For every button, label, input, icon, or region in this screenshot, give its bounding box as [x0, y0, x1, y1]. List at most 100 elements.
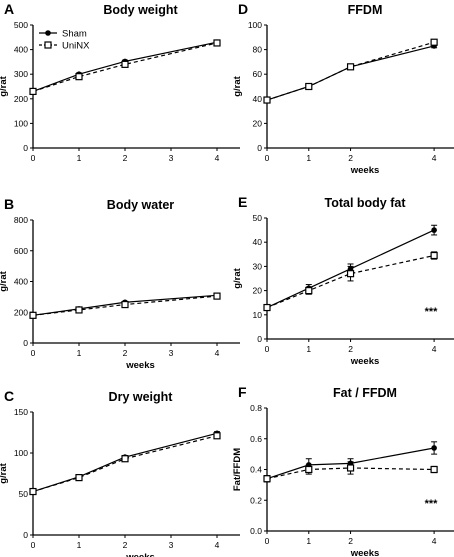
x-tick-label: 4: [215, 540, 220, 550]
x-tick-label: 3: [169, 540, 174, 550]
x-axis-label: weeks: [350, 548, 380, 557]
y-tick-label: 200: [14, 94, 28, 104]
y-tick-label: 300: [14, 69, 28, 79]
y-tick-label: 0.0: [250, 526, 262, 536]
data-point-uninx: [75, 474, 83, 482]
y-axis-label: g/rat: [232, 267, 243, 288]
data-point-uninx: [430, 251, 438, 260]
y-tick-label: 400: [14, 277, 28, 287]
y-tick-label: 0: [257, 143, 262, 153]
series-line-uninx: [32, 295, 218, 316]
panel-title: FFDM: [348, 3, 383, 17]
series-line-uninx: [266, 254, 435, 309]
panel-letter: E: [238, 194, 247, 210]
legend-label: UniNX: [62, 41, 90, 52]
series-line-uninx: [32, 435, 218, 493]
data-point-uninx: [430, 465, 438, 474]
y-tick-label: 0.6: [250, 434, 262, 444]
x-tick-label: 1: [306, 344, 311, 354]
data-point-uninx: [346, 270, 355, 278]
x-tick-label: 1: [77, 153, 82, 163]
panel-letter: F: [238, 384, 247, 400]
y-axis-label: Fat/FFDM: [232, 448, 243, 491]
y-tick-label: 0: [23, 530, 28, 540]
legend-marker: [44, 41, 52, 49]
legend-marker: [45, 30, 51, 36]
panel-a: A Body weight 0 100 200 300 400 500 0 1 2 3 4 g/rat Sh…: [0, 1, 240, 163]
data-point-uninx: [29, 87, 37, 96]
y-tick-label: 0.4: [250, 465, 262, 475]
x-tick-label: 0: [31, 540, 36, 550]
y-tick-label: 0: [257, 334, 262, 344]
y-tick-label: 50: [253, 213, 263, 223]
panel-b: B Body water 0 200 400 600 800 0 1 2 3 4 weeks g/rat: [0, 196, 240, 371]
x-tick-label: 4: [432, 153, 437, 163]
series-line-sham: [266, 447, 435, 480]
y-tick-label: 0: [23, 143, 28, 153]
data-point-sham: [431, 227, 437, 233]
y-axis-label: g/rat: [0, 270, 9, 291]
panel-letter: C: [4, 388, 14, 404]
x-tick-label: 0: [265, 153, 270, 163]
data-point-uninx: [121, 300, 129, 309]
x-tick-label: 4: [215, 348, 220, 358]
series-line-uninx: [266, 41, 435, 101]
significance-annotation: ***: [425, 306, 439, 318]
data-point-uninx: [121, 60, 129, 68]
x-tick-label: 2: [123, 540, 128, 550]
x-tick-label: 0: [265, 344, 270, 354]
data-point-uninx: [121, 455, 129, 463]
x-tick-label: 4: [432, 536, 437, 546]
x-tick-label: 3: [169, 348, 174, 358]
data-point-uninx: [29, 311, 37, 319]
x-tick-label: 1: [77, 348, 82, 358]
series-line-uninx: [32, 42, 218, 92]
panel-c: C Dry weight 0 50 100 150 0 1 2 3 4 weeks g/rat: [0, 388, 240, 557]
y-tick-label: 500: [14, 20, 28, 30]
y-tick-label: 100: [14, 448, 28, 458]
panel-letter: A: [4, 1, 14, 17]
y-tick-label: 100: [248, 20, 262, 30]
data-point-uninx: [263, 303, 271, 312]
x-tick-label: 4: [432, 344, 437, 354]
x-tick-label: 2: [123, 348, 128, 358]
data-point-uninx: [75, 306, 83, 314]
data-point-uninx: [430, 38, 438, 46]
y-tick-label: 40: [253, 237, 263, 247]
series-line-sham: [266, 229, 435, 309]
y-tick-label: 30: [253, 261, 263, 271]
data-point-uninx: [263, 475, 271, 483]
data-point-sham: [431, 445, 437, 451]
x-tick-label: 3: [169, 153, 174, 163]
x-axis-label: weeks: [125, 552, 155, 557]
y-tick-label: 50: [19, 489, 29, 499]
x-tick-label: 0: [31, 153, 36, 163]
panel-title: Total body fat: [324, 196, 406, 210]
data-point-uninx: [213, 292, 221, 300]
x-tick-label: 2: [348, 153, 353, 163]
y-axis-label: g/rat: [0, 75, 9, 96]
x-axis-label: weeks: [350, 356, 380, 367]
y-axis-label: g/rat: [0, 462, 9, 483]
x-tick-label: 1: [306, 153, 311, 163]
y-tick-label: 20: [253, 118, 263, 128]
y-tick-label: 0.2: [250, 495, 262, 505]
panel-title: Body water: [107, 198, 175, 212]
series-line-uninx: [266, 467, 435, 480]
y-tick-label: 400: [14, 45, 28, 55]
y-tick-label: 40: [253, 94, 263, 104]
y-tick-label: 80: [253, 45, 263, 55]
y-tick-label: 600: [14, 246, 28, 256]
data-point-uninx: [305, 465, 313, 474]
data-point-uninx: [346, 63, 355, 71]
y-axis-label: g/rat: [232, 75, 243, 96]
x-axis-label: weeks: [350, 165, 380, 176]
y-tick-label: 200: [14, 307, 28, 317]
significance-annotation: ***: [425, 498, 439, 510]
panel-d: D FFDM 0 20 40 60 80 100 0 1 2 4 weeks g/rat: [232, 1, 454, 176]
y-tick-label: 60: [253, 69, 263, 79]
x-tick-label: 0: [31, 348, 36, 358]
x-tick-label: 2: [348, 344, 353, 354]
data-point-uninx: [305, 82, 313, 91]
